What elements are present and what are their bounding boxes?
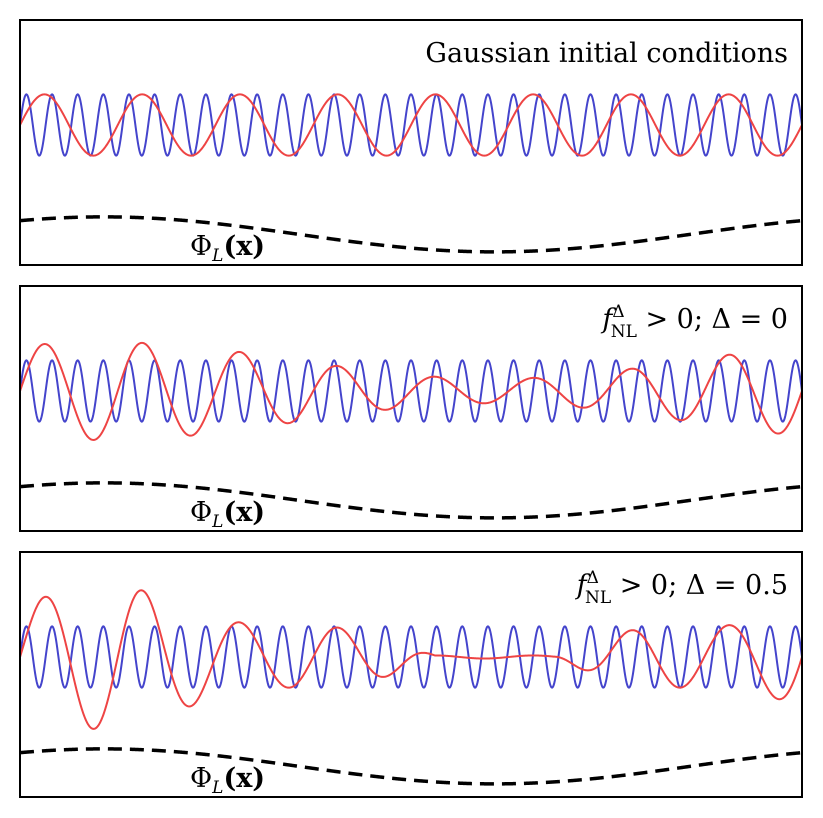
series-line-short-mode [20,359,802,423]
panel-3: fΔ NL > 0; Δ = 0.5 ΦL(x) [19,551,803,798]
long-mode-line [20,747,802,786]
series-line-short-mode [20,625,802,689]
panel-2: fΔ NL > 0; Δ = 0 ΦL(x) [19,285,803,532]
series-line-modulated-mode [20,589,802,730]
panel-frame [19,285,803,532]
series-line-modulated-mode [20,341,802,441]
panel-title: Gaussian initial conditions [425,38,788,69]
series-line-modulated-mode [20,93,802,157]
long-mode-line [20,481,802,520]
panel-1: Gaussian initial conditions ΦL(x) [19,19,803,266]
long-mode-line [20,215,802,254]
panel-frame [19,551,803,798]
panel-title: fΔ NL > 0; Δ = 0 [600,302,788,342]
long-mode-label: ΦL(x) [190,497,265,532]
long-mode-label: ΦL(x) [190,763,265,798]
panel-frame [19,19,803,266]
panel-title: fΔ NL > 0; Δ = 0.5 [575,568,788,608]
series-line-short-mode [20,93,802,157]
long-mode-label: ΦL(x) [190,231,265,266]
